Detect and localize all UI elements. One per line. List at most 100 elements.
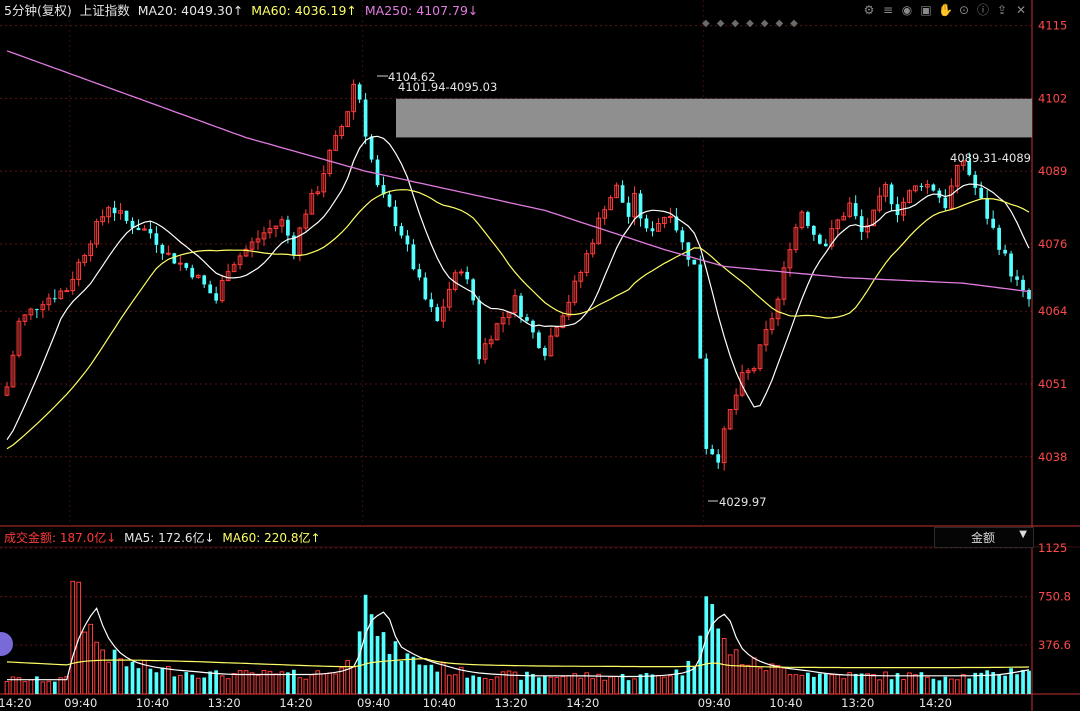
candle-body xyxy=(500,317,506,325)
volume-bar xyxy=(991,672,996,694)
candle-body xyxy=(88,243,94,256)
ma60-line xyxy=(6,189,1030,450)
hand-icon[interactable]: ✋ xyxy=(938,3,953,17)
candle-body xyxy=(829,228,835,247)
volume-bar xyxy=(871,674,876,695)
candle-body xyxy=(321,173,327,193)
volume-bar xyxy=(512,671,518,695)
candle-body xyxy=(650,228,655,232)
candle-body xyxy=(70,278,76,292)
volume-bar xyxy=(668,675,673,695)
volume-tick-label: 376.6 xyxy=(1038,638,1071,652)
volume-bar xyxy=(202,677,207,694)
candle-body xyxy=(28,308,34,316)
candle-body xyxy=(566,301,572,317)
candle-body xyxy=(519,295,523,318)
candle-body xyxy=(543,347,547,356)
upload-icon[interactable]: ⇪ xyxy=(996,3,1008,17)
candle-body xyxy=(680,230,685,243)
candle-body xyxy=(596,217,602,244)
price-tick-label: 4051 xyxy=(1038,377,1067,391)
resistance-zone xyxy=(396,98,1032,138)
candle-body xyxy=(554,327,560,337)
volume-bar xyxy=(237,670,243,695)
volume-bar xyxy=(733,649,739,695)
candle-body xyxy=(727,408,733,430)
x-tick-label: 14:20 xyxy=(0,696,32,710)
candle-body xyxy=(781,267,787,300)
period-label[interactable]: 5分钟(复权) xyxy=(4,3,72,18)
candle-body xyxy=(895,204,900,216)
candle-body xyxy=(172,253,177,264)
candle-body xyxy=(482,343,488,360)
candle-body xyxy=(512,295,518,314)
volume-bar xyxy=(399,660,404,694)
volume-bar xyxy=(148,668,153,694)
eye-icon[interactable]: ◉ xyxy=(901,3,913,17)
volume-type-dropdown[interactable]: 金额 ▼ xyxy=(934,527,1034,548)
candle-body xyxy=(662,216,667,225)
volume-bar xyxy=(584,672,590,695)
floating-assistant-button[interactable] xyxy=(0,632,13,656)
candle-body xyxy=(674,216,679,231)
candle-body xyxy=(620,185,625,203)
volume-bar xyxy=(327,672,333,695)
candle-body xyxy=(871,209,876,227)
candle-body xyxy=(429,299,434,308)
volume-bar xyxy=(76,581,82,695)
volume-bar xyxy=(219,675,225,695)
volume-ma5: MA5: 172.6亿↓ xyxy=(124,531,215,545)
close-icon[interactable]: ✕ xyxy=(1015,3,1027,17)
candle-body xyxy=(160,244,165,254)
volume-bar xyxy=(769,663,775,695)
price-tick-label: 4076 xyxy=(1038,237,1067,251)
volume-bar xyxy=(279,671,285,695)
x-tick-label: 10:40 xyxy=(769,696,802,710)
volume-bar xyxy=(195,677,201,695)
candle-body xyxy=(757,344,763,370)
volume-bar xyxy=(184,672,189,694)
candle-body xyxy=(979,187,984,199)
volume-bar xyxy=(1003,675,1007,694)
dots-menu-icon[interactable]: ◆◆◆◆◆◆◆ xyxy=(702,18,805,29)
candle-body xyxy=(488,339,494,345)
candle-body xyxy=(112,207,117,214)
info-icon[interactable]: ⓘ xyxy=(976,3,989,17)
volume-bar xyxy=(1021,669,1025,694)
volume-tick-label: 750.8 xyxy=(1038,590,1071,604)
settings-icon[interactable]: ⚙ xyxy=(863,3,875,17)
candle-body xyxy=(82,254,88,263)
candle-body xyxy=(190,267,195,278)
volume-bar xyxy=(166,665,171,695)
candle-body xyxy=(124,210,129,221)
candle-body xyxy=(142,228,147,231)
x-tick-label: 10:40 xyxy=(136,696,169,710)
volume-ma60-line xyxy=(6,657,1030,669)
price-tick-label: 4115 xyxy=(1038,19,1067,33)
lock-icon[interactable]: ▣ xyxy=(920,3,932,17)
candle-body xyxy=(799,211,805,229)
volume-bar xyxy=(967,678,972,694)
volume-bar xyxy=(393,641,398,694)
x-tick-label: 13:20 xyxy=(208,696,241,710)
volume-tick-label: 1125 xyxy=(1038,541,1067,555)
candle-body xyxy=(787,249,793,269)
volume-bar xyxy=(225,678,231,695)
sliders-icon[interactable]: ≡ xyxy=(882,3,894,17)
volume-bar xyxy=(506,670,512,695)
candle-body xyxy=(638,193,643,219)
index-name: 上证指数 xyxy=(79,3,130,18)
volume-bar xyxy=(124,666,129,694)
candle-body xyxy=(208,284,213,294)
volume-bar xyxy=(458,666,464,695)
volume-bar xyxy=(1027,670,1031,694)
pin-icon[interactable]: ⊙ xyxy=(958,3,970,17)
price-tick-label: 4064 xyxy=(1038,304,1067,318)
volume-bar xyxy=(351,666,356,695)
candle-body xyxy=(393,206,398,227)
volume-bar xyxy=(721,637,727,695)
volume-bar xyxy=(656,674,661,695)
candle-body xyxy=(877,195,882,211)
x-tick-label: 10:40 xyxy=(423,696,456,710)
